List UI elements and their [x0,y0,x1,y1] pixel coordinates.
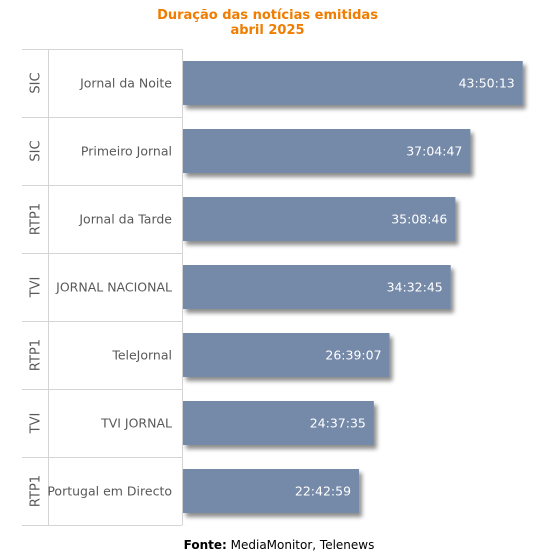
bar-row: RTP1 Portugal em Directo 22:42:59 [29,469,360,513]
source-note: Fonte: MediaMonitor, Telenews [0,538,558,552]
bar-row: SIC Jornal da Noite 43:50:13 [29,61,523,105]
bar [183,401,374,445]
chart-title-block: Duração das notícias emitidas abril 2025 [0,8,535,38]
category-label: TeleJornal [111,348,172,363]
bar-chart: SIC Jornal da Noite 43:50:13 SIC Primeiro Jo… [22,49,523,526]
data-label: 26:39:07 [325,348,381,363]
group-label: RTP1 [29,203,44,235]
data-label: 22:42:59 [295,484,351,499]
category-label: Jornal da Noite [79,76,172,91]
data-label: 35:08:46 [391,212,447,227]
chart-title: Duração das notícias emitidas [157,8,378,23]
chart-subtitle: abril 2025 [230,23,305,38]
data-label: 43:50:13 [459,76,515,91]
bar [183,265,451,309]
group-label: TVI [29,277,44,299]
bar-row: SIC Primeiro Jornal 37:04:47 [29,129,471,173]
bar-row: RTP1 Jornal da Tarde 35:08:46 [29,197,456,241]
data-label: 24:37:35 [310,416,366,431]
category-label: TVI JORNAL [100,416,172,431]
data-label: 34:32:45 [387,280,443,295]
axis-lines [22,49,183,526]
bar [183,129,471,173]
data-label: 37:04:47 [406,144,462,159]
group-label: SIC [29,140,44,161]
category-label: JORNAL NACIONAL [55,280,172,295]
group-label: RTP1 [29,475,44,507]
bar-row: RTP1 TeleJornal 26:39:07 [29,333,390,377]
source-label: Fonte: [183,538,227,552]
category-label: Primeiro Jornal [81,144,172,159]
bar [183,197,456,241]
category-label: Portugal em Directo [47,484,172,499]
bar [183,469,360,513]
bar-row: TVI JORNAL NACIONAL 34:32:45 [29,265,451,309]
source-text: MediaMonitor, Telenews [226,538,375,552]
chart-rows: SIC Jornal da Noite 43:50:13 SIC Primeiro Jo… [29,61,523,513]
group-label: RTP1 [29,339,44,371]
group-label: TVI [29,413,44,435]
group-label: SIC [29,72,44,93]
category-label: Jornal da Tarde [78,212,172,227]
bar [183,61,523,105]
bar-row: TVI TVI JORNAL 24:37:35 [29,401,374,445]
bar [183,333,390,377]
